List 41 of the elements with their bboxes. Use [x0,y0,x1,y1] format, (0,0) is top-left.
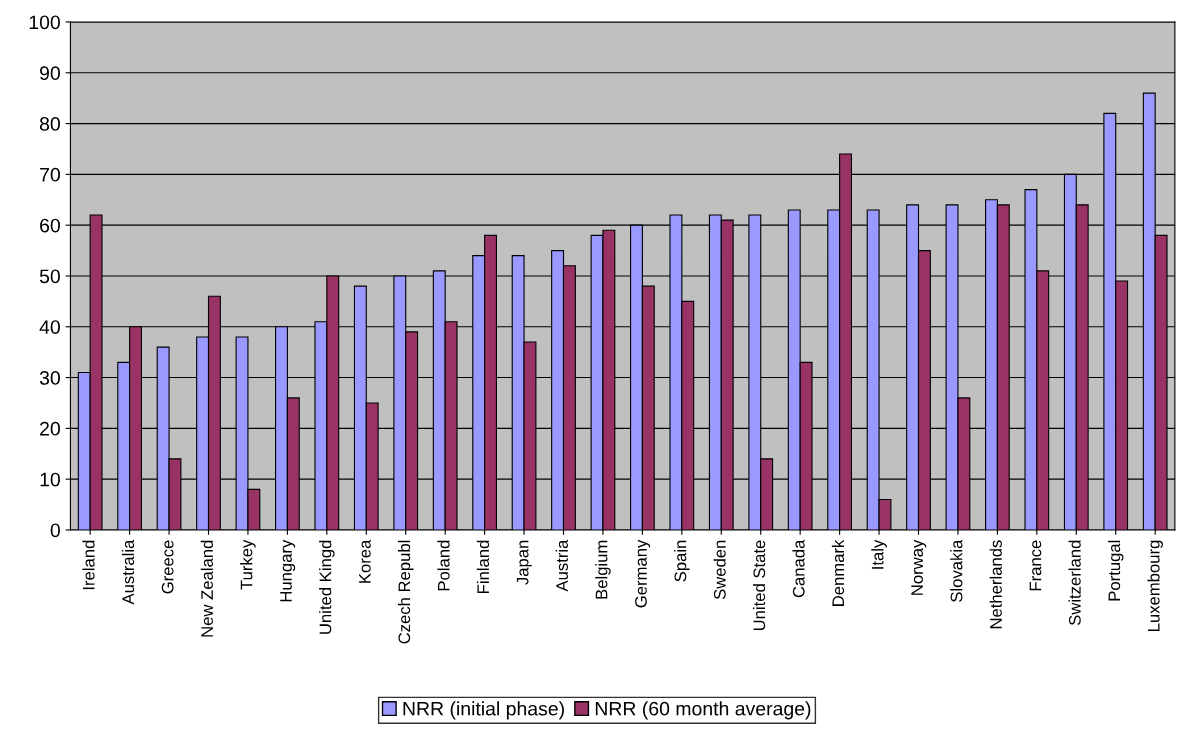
y-tick-label: 100 [29,15,60,30]
x-tick-label: Luxembourg [1147,540,1163,631]
y-tick-label: 10 [40,472,60,487]
x-tick-label: Poland [437,540,450,591]
x-tick-label: Portugal [1107,540,1124,601]
x-tick-label: Canada [792,539,805,598]
x-tick-label: Hungary [280,539,296,602]
y-tick-label: 90 [40,66,60,81]
y-tick-label: 80 [39,117,60,131]
y-tick-label: 70 [40,167,60,182]
x-tick-label: United Kingd [319,540,335,634]
y-tick-label: 30 [39,371,60,385]
x-tick-label: Japan [516,540,532,585]
x-tick-label: Belgium [595,540,611,599]
x-tick-label: Sweden [713,540,726,600]
y-tick-label: 60 [40,218,60,233]
x-tick-label: United State [752,540,766,631]
x-tick-label: Italy [871,539,887,569]
x-tick-label: Slovakia [950,539,963,602]
x-tick-label: Denmark [831,539,845,606]
x-tick-label: Austria [555,539,568,592]
x-tick-label: Australia [121,539,135,605]
y-tick-label: 0 [50,523,60,538]
x-tick-label: Czech Republ [397,540,414,644]
x-tick-label: France [1029,540,1042,591]
y-tick-label: 40 [39,320,60,335]
x-tick-label: Spain [674,540,690,582]
legend-label: NRR (initial phase) [403,701,564,720]
x-tick-label: Turkey [240,539,256,590]
x-tick-label: Netherlands [989,540,1002,629]
legend-label: NRR (60 month average) [595,701,811,720]
x-tick-label: Finland [476,540,490,593]
x-tick-label: Norway [911,539,927,595]
y-tick-label: 20 [40,421,60,436]
y-tick-label: 50 [39,269,60,284]
x-tick-label: Ireland [82,540,95,590]
x-tick-label: Switzerland [1068,540,1081,626]
x-tick-label: New Zealand [200,540,213,637]
x-tick-label: Germany [635,539,651,608]
x-tick-label: Greece [161,540,174,594]
x-tick-label: Korea [359,539,371,583]
